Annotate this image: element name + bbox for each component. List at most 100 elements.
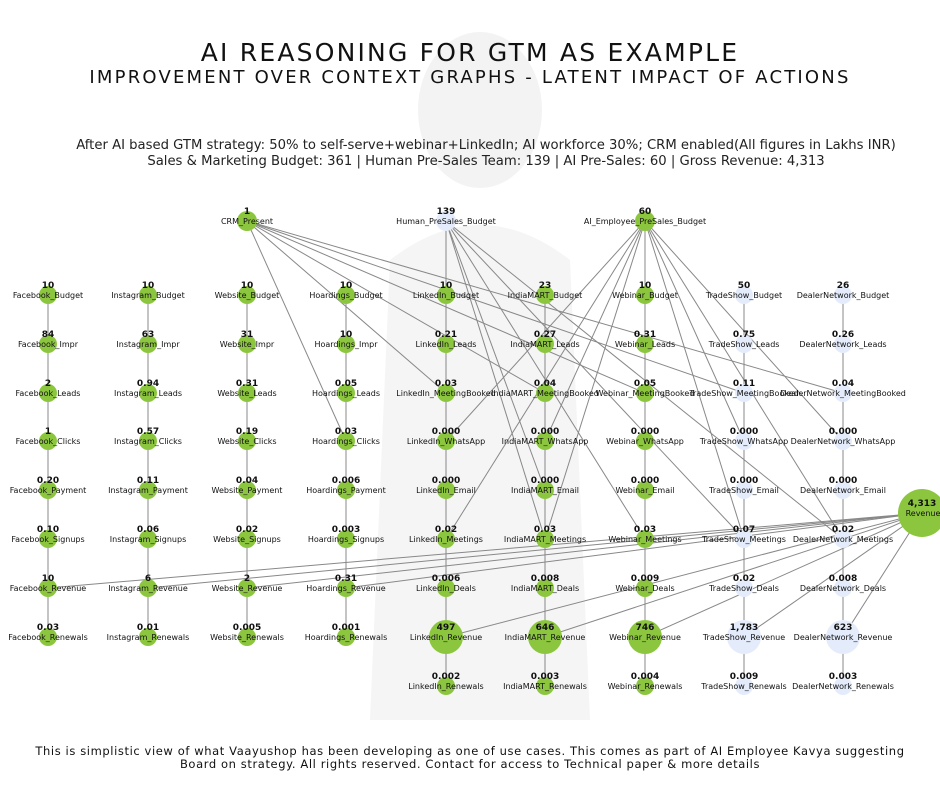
node-circle [337,481,355,499]
node-value: 0.02 [435,525,457,535]
node-value: 10 [340,330,353,340]
node-label: Webinar_WhatsApp [606,437,684,446]
page-title: AI REASONING FOR GTM AS EXAMPLE [200,38,740,67]
node-label: Webinar_Meetings [608,535,681,544]
node-label: LinkedIn_Budget [413,291,479,300]
node-label: LinkedIn_Leads [416,340,477,349]
node-value: 6 [145,574,151,584]
node-circle [636,530,654,548]
node-label: Facebook_Budget [13,291,83,300]
node-value: 646 [536,623,555,633]
node-value: 0.03 [335,427,357,437]
node-circle [636,384,654,402]
node-label: Hoardings_Renewals [305,633,388,642]
node-label: LinkedIn_Revenue [410,633,482,642]
node-circle [628,620,662,654]
node-label: LinkedIn_Deals [416,584,476,593]
node-circle [39,530,57,548]
node-value: 10 [42,281,55,291]
budget-summary: Sales & Marketing Budget: 361 | Human Pr… [147,154,825,169]
node-label: LinkedIn_Renewals [408,682,483,691]
node-circle [636,481,654,499]
node-value: 50 [738,281,751,291]
graph-edge [544,220,646,442]
node-value: 0.008 [531,574,559,584]
node-value: 10 [142,281,155,291]
node-value: 0.009 [730,672,758,682]
node-value: 0.006 [432,574,460,584]
node-circle [536,286,554,304]
node-label: IndiaMART_Revenue [505,633,586,642]
node-label: IndiaMART_Leads [510,340,579,349]
node-value: 0.27 [534,330,556,340]
node-value: 0.57 [137,427,159,437]
node-value: 0.001 [332,623,360,633]
node-label: Facebook_Signups [11,535,84,544]
node-value: 63 [142,330,155,340]
node-label: DealerNetwork_Deals [800,584,886,593]
node-label: LinkedIn_Meetings [409,535,483,544]
node-circle [437,481,455,499]
node-circle [735,530,753,548]
node-label: TradeShow_Meetings [701,535,786,544]
node-circle [735,286,753,304]
node-label: IndiaMART_MeetingBooked [491,389,599,398]
node-circle [536,579,554,597]
node-circle [337,335,355,353]
graph-edge [743,512,923,638]
node-circle [834,335,852,353]
node-value: 0.03 [534,525,556,535]
node-value: 0.005 [233,623,261,633]
node-value: 0.03 [435,379,457,389]
node-value: 0.11 [733,379,755,389]
node-circle [436,211,456,231]
node-label: Facebook_Revenue [10,584,87,593]
node-circle [437,432,455,450]
node-circle [238,335,256,353]
node-circle [238,432,256,450]
graph-edge [544,512,923,638]
node-label: Website_Clicks [217,437,276,446]
node-label: Facebook_Impr [18,340,79,349]
node-value: 26 [837,281,850,291]
node-circle [636,335,654,353]
node-circle [536,530,554,548]
node-label: Instagram_Renewals [107,633,190,642]
node-value: 10 [241,281,254,291]
node-label: DealerNetwork_WhatsApp [791,437,896,446]
node-value: 0.000 [730,476,758,486]
node-circle [735,579,753,597]
node-value: 1,783 [730,623,758,633]
node-label: TradeShow_WhatsApp [699,437,788,446]
node-circle [834,286,852,304]
graph-edge [445,220,646,540]
node-circle [834,579,852,597]
node-label: TradeShow_Revenue [702,633,785,642]
node-label: IndiaMART_Deals [511,584,579,593]
node-circle [39,384,57,402]
node-value: 2 [45,379,51,389]
node-circle [238,530,256,548]
node-circle [139,481,157,499]
node-value: 10 [42,574,55,584]
node-value: 0.02 [236,525,258,535]
node-label: IndiaMART_WhatsApp [502,437,589,446]
node-circle [337,530,355,548]
